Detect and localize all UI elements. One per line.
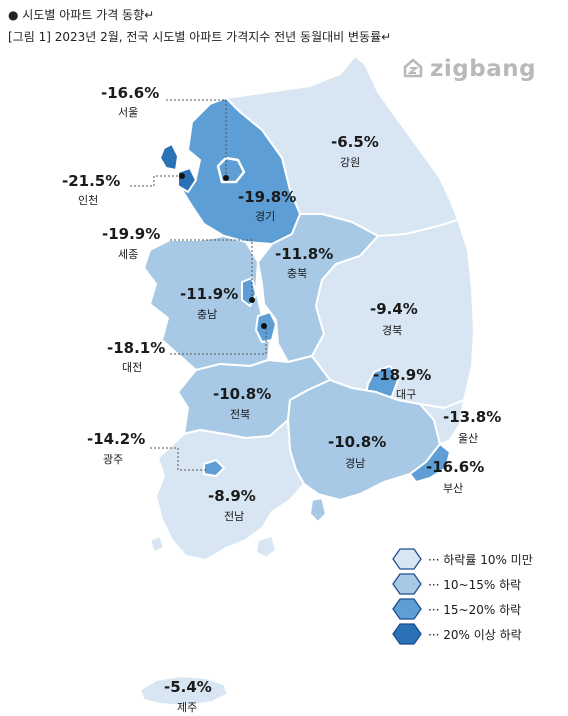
- region-jeonnam-island-1: [255, 535, 277, 559]
- region-jeju: [139, 675, 229, 707]
- busan-value: -16.6%: [426, 458, 485, 476]
- dot-incheon: [179, 173, 185, 179]
- sejong-value: -19.9%: [102, 225, 161, 243]
- dot-sejong: [249, 297, 255, 303]
- chungnam-value: -11.9%: [180, 285, 239, 303]
- busan-name: 부산: [443, 482, 464, 495]
- jeonbuk-name: 전북: [230, 408, 251, 421]
- leader-gwangju: [150, 447, 208, 471]
- legend-swatch-hexagon: [392, 573, 422, 595]
- leader-daejeon: [170, 326, 267, 355]
- zigbang-logo-icon: [403, 58, 423, 78]
- legend-item: ··· 하락률 10% 미만: [392, 548, 562, 570]
- gwangju-name: 광주: [103, 453, 124, 466]
- incheon-value: -21.5%: [62, 172, 121, 190]
- seoul-value: -16.6%: [101, 84, 160, 102]
- gyeonggi-name: 경기: [255, 210, 276, 223]
- dot-seoul: [223, 175, 229, 181]
- gyeongnam-value: -10.8%: [328, 433, 387, 451]
- gyeonggi-value: -19.8%: [238, 188, 297, 206]
- page-title: ● 시도별 아파트 가격 동향↵: [8, 8, 155, 22]
- gyeongbuk-value: -9.4%: [370, 300, 418, 318]
- figure-caption: [그림 1] 2023년 2월, 전국 시도별 아파트 가격지수 전년 동월대비…: [8, 30, 392, 44]
- daejeon-name: 대전: [122, 361, 143, 374]
- chungbuk-value: -11.8%: [275, 245, 334, 263]
- gangwon-value: -6.5%: [331, 133, 379, 151]
- seoul-name: 서울: [118, 106, 139, 119]
- zigbang-logo: zigbang: [402, 56, 536, 82]
- dot-daejeon: [261, 323, 267, 329]
- jeonnam-name: 전남: [224, 510, 245, 523]
- legend-swatch-hexagon: [392, 548, 422, 570]
- daegu-name: 대구: [396, 388, 417, 401]
- zigbang-logo-text: zigbang: [430, 56, 537, 82]
- sejong-name: 세종: [118, 248, 139, 261]
- legend-swatch-hexagon: [392, 598, 422, 620]
- gyeongnam-name: 경남: [345, 457, 366, 470]
- jeju-value: -5.4%: [164, 678, 212, 696]
- daegu-value: -18.9%: [373, 366, 432, 384]
- region-jeonnam-island-2: [149, 535, 165, 553]
- daejeon-value: -18.1%: [107, 339, 166, 357]
- jeju-name: 제주: [177, 701, 198, 714]
- gangwon-name: 강원: [340, 156, 361, 169]
- leader-seoul: [166, 99, 227, 176]
- gyeongbuk-name: 경북: [382, 324, 403, 337]
- legend-label: ··· 10~15% 하락: [428, 578, 522, 592]
- leader-incheon: [130, 175, 182, 187]
- gwangju-value: -14.2%: [87, 430, 146, 448]
- region-incheon-island: [159, 143, 179, 171]
- chungnam-name: 충남: [197, 308, 218, 321]
- legend-label: ··· 15~20% 하락: [428, 603, 522, 617]
- ulsan-name: 울산: [458, 432, 479, 445]
- chungbuk-name: 충북: [287, 267, 308, 280]
- ulsan-value: -13.8%: [443, 408, 502, 426]
- legend-label: ··· 하락률 10% 미만: [428, 553, 533, 567]
- region-ulsan: [419, 399, 465, 445]
- legend-item: ··· 20% 이상 하락: [392, 623, 562, 645]
- region-busan: [409, 443, 451, 483]
- leader-sejong: [170, 239, 253, 298]
- legend-item: ··· 10~15% 하락: [392, 573, 562, 595]
- legend-label: ··· 20% 이상 하락: [428, 628, 522, 642]
- region-seoul: [216, 156, 246, 184]
- region-gwangju: [203, 459, 225, 477]
- legend-item: ··· 15~20% 하락: [392, 598, 562, 620]
- incheon-name: 인천: [78, 194, 99, 207]
- jeonbuk-value: -10.8%: [213, 385, 272, 403]
- legend-swatch-hexagon: [392, 623, 422, 645]
- region-gyeongnam-island: [309, 497, 327, 523]
- jeonnam-value: -8.9%: [208, 487, 256, 505]
- region-jeonnam: [155, 419, 305, 561]
